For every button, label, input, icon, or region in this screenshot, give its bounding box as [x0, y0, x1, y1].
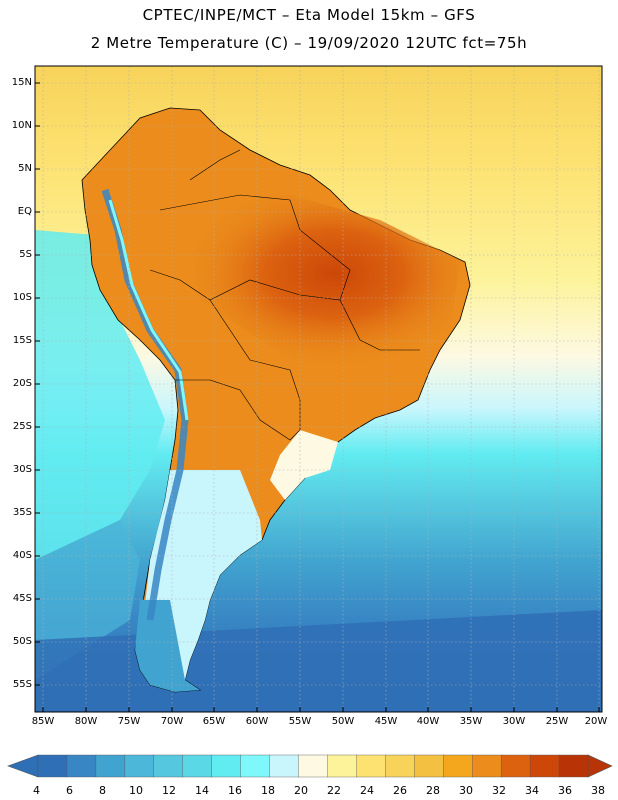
colorbar-label: 14 — [195, 784, 209, 797]
lat-label: 35S — [12, 507, 32, 518]
colorbar-label: 28 — [426, 784, 440, 797]
lat-label: 20S — [12, 378, 32, 389]
colorbar-label: 10 — [129, 784, 143, 797]
lat-label: EQ — [17, 206, 32, 217]
graticule — [35, 66, 602, 712]
colorbar-label: 30 — [459, 784, 473, 797]
colorbar-swatch — [558, 754, 589, 778]
colorbar-label: 38 — [591, 784, 605, 797]
south-brazil-cool — [270, 430, 338, 500]
lon-label: 20W — [584, 716, 608, 727]
colorbar-label: 36 — [558, 784, 572, 797]
colorbar-label: 16 — [228, 784, 242, 797]
lat-label: 45S — [12, 593, 32, 604]
lat-label: 15N — [11, 77, 32, 88]
plot-frame — [34, 65, 603, 713]
lat-label: 25S — [12, 421, 32, 432]
lon-label: 75W — [117, 716, 141, 727]
axis-ticks — [35, 82, 600, 712]
lon-label: 50W — [331, 716, 355, 727]
lat-label: 5S — [19, 249, 32, 260]
colorbar-swatch — [298, 754, 329, 778]
colorbar-swatch — [414, 754, 444, 778]
colorbar-label: 22 — [327, 784, 341, 797]
colorbar-label: 12 — [162, 784, 176, 797]
colorbar-swatch — [472, 754, 502, 778]
lat-label: 10S — [12, 292, 32, 303]
lon-label: 85W — [31, 716, 55, 727]
lat-label: 30S — [12, 464, 32, 475]
lon-label: 70W — [160, 716, 184, 727]
pacific-warm-band — [35, 230, 165, 560]
colorbar-label: 20 — [294, 784, 308, 797]
colorbar-swatch — [529, 754, 560, 778]
lon-label: 40W — [416, 716, 440, 727]
colorbar-swatch — [124, 754, 155, 778]
lat-label: 55S — [12, 679, 32, 690]
colorbar-label: 6 — [66, 784, 73, 797]
colorbar-arrow-high — [587, 754, 613, 778]
colorbar-swatch — [240, 754, 271, 778]
lon-label: 30W — [502, 716, 526, 727]
colorbar-label: 34 — [525, 784, 539, 797]
colorbar-swatch — [153, 754, 184, 778]
colorbar-label: 4 — [33, 784, 40, 797]
amazon-hot-core — [180, 195, 460, 370]
map-title-line-1: CPTEC/INPE/MCT – Eta Model 15km – GFS — [142, 6, 476, 24]
colorbar-swatch — [211, 754, 242, 778]
country-borders — [149, 149, 420, 441]
colorbar-swatch — [95, 754, 126, 778]
colorbar-swatch — [182, 754, 213, 778]
map-title-line-2: 2 Metre Temperature (C) – 19/09/2020 12U… — [90, 34, 528, 52]
heatmap-field — [35, 66, 602, 712]
lat-label: 5N — [18, 163, 32, 174]
lon-label: 65W — [202, 716, 226, 727]
colorbar — [7, 754, 613, 778]
colorbar-label: 18 — [261, 784, 275, 797]
colorbar-swatch — [385, 754, 416, 778]
colorbar-swatch — [500, 754, 531, 778]
lat-label: 15S — [12, 335, 32, 346]
colorbar-swatch — [327, 754, 358, 778]
lon-label: 25W — [545, 716, 569, 727]
colorbar-label: 26 — [393, 784, 407, 797]
lon-label: 55W — [288, 716, 312, 727]
lon-label: 80W — [74, 716, 98, 727]
lon-label: 60W — [245, 716, 269, 727]
lat-label: 40S — [12, 550, 32, 561]
colorbar-swatch — [443, 754, 473, 778]
patagonia-cold — [135, 600, 200, 692]
lon-label: 35W — [459, 716, 483, 727]
colorbar-swatch — [356, 754, 387, 778]
colorbar-label: 8 — [99, 784, 106, 797]
colorbar-label: 32 — [492, 784, 506, 797]
colorbar-label: 24 — [360, 784, 374, 797]
lon-label: 45W — [374, 716, 398, 727]
colorbar-swatch — [269, 754, 300, 778]
colorbar-arrow-low — [7, 754, 39, 778]
lat-label: 10N — [11, 120, 32, 131]
colorbar-swatch — [37, 754, 68, 778]
colorbar-swatch — [66, 754, 97, 778]
lat-label: 50S — [12, 636, 32, 647]
